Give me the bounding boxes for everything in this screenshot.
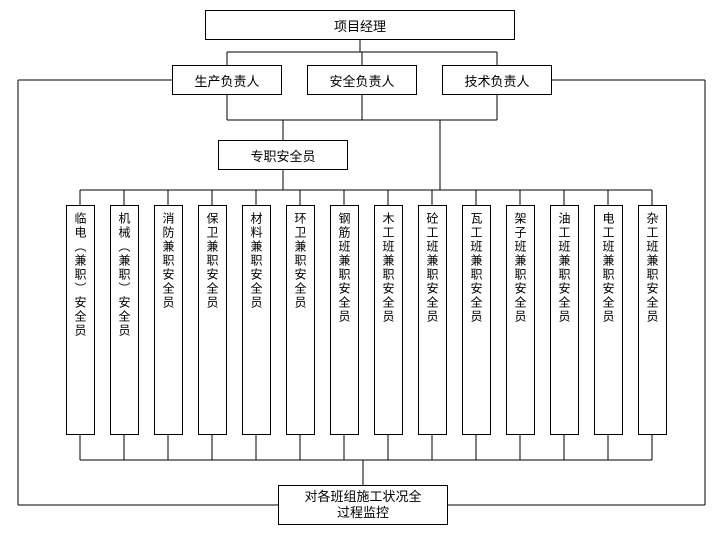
leaf-13: 杂工班兼职安全员 <box>638 205 667 435</box>
leaf-8: 砼工班兼职安全员 <box>418 205 447 435</box>
node-safety-lead: 安全负责人 <box>307 65 417 95</box>
label: 保卫兼职安全员 <box>204 212 221 310</box>
node-production-lead: 生产负责人 <box>172 65 282 95</box>
label: 技术负责人 <box>464 71 529 90</box>
leaf-12: 电工班兼职安全员 <box>594 205 623 435</box>
leaf-11: 油工班兼职安全员 <box>550 205 579 435</box>
label: 专职安全员 <box>250 146 315 165</box>
label: 生产负责人 <box>194 71 259 90</box>
label: 机械（兼职）安全员 <box>116 212 133 338</box>
node-tech-lead: 技术负责人 <box>442 65 552 95</box>
leaf-0: 临电（兼职）安全员 <box>66 205 95 435</box>
leaf-5: 环卫兼职安全员 <box>286 205 315 435</box>
leaf-6: 钢筋班兼职安全员 <box>330 205 359 435</box>
label: 钢筋班兼职安全员 <box>336 212 353 324</box>
node-fulltime-safety: 专职安全员 <box>218 140 348 170</box>
label: 安全负责人 <box>329 71 394 90</box>
leaf-10: 架子班兼职安全员 <box>506 205 535 435</box>
leaf-1: 机械（兼职）安全员 <box>110 205 139 435</box>
label: 临电（兼职）安全员 <box>72 212 89 338</box>
label: 项目经理 <box>334 16 386 35</box>
label: 油工班兼职安全员 <box>556 212 573 324</box>
leaf-4: 材料兼职安全员 <box>242 205 271 435</box>
leaf-2: 消防兼职安全员 <box>154 205 183 435</box>
label: 材料兼职安全员 <box>248 212 265 310</box>
label: 杂工班兼职安全员 <box>644 212 661 324</box>
label: 瓦工班兼职安全员 <box>468 212 485 324</box>
label: 木工班兼职安全员 <box>380 212 397 324</box>
leaf-7: 木工班兼职安全员 <box>374 205 403 435</box>
node-project-manager: 项目经理 <box>205 10 515 40</box>
label-line1: 对各班组施工状况全 <box>304 489 421 505</box>
node-monitoring: 对各班组施工状况全 过程监控 <box>278 485 448 525</box>
label: 砼工班兼职安全员 <box>424 212 441 324</box>
label-line2: 过程监控 <box>337 505 389 521</box>
label: 电工班兼职安全员 <box>600 212 617 324</box>
leaf-3: 保卫兼职安全员 <box>198 205 227 435</box>
label: 消防兼职安全员 <box>160 212 177 310</box>
leaf-9: 瓦工班兼职安全员 <box>462 205 491 435</box>
label: 环卫兼职安全员 <box>292 212 309 310</box>
label: 架子班兼职安全员 <box>512 212 529 324</box>
